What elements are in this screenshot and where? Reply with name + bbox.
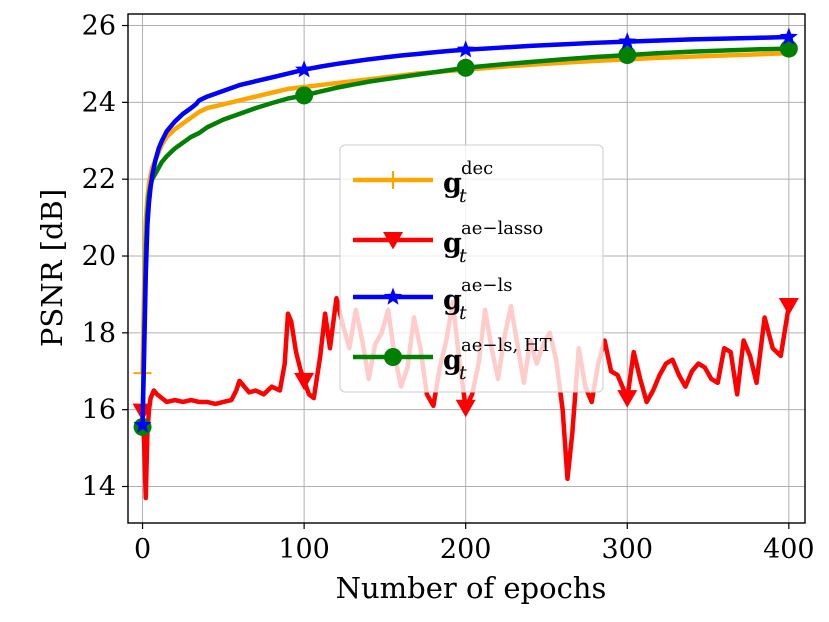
y-tick-label: 24 xyxy=(82,87,116,118)
x-axis-label: Number of epochs xyxy=(336,571,607,605)
series-marker xyxy=(455,399,476,418)
legend-marker xyxy=(383,232,403,250)
legend-box xyxy=(339,144,604,393)
legend-superscript: dec xyxy=(461,158,493,179)
legend-label: g xyxy=(443,168,462,199)
y-axis-label: PSNR [dB] xyxy=(35,189,69,347)
x-tick-label: 0 xyxy=(134,534,151,565)
legend-subscript: t xyxy=(459,362,467,384)
legend-subscript: t xyxy=(459,245,467,267)
series-marker xyxy=(778,297,799,316)
legend-superscript: ae−ls xyxy=(461,275,512,296)
series-marker xyxy=(618,46,637,65)
series-marker xyxy=(133,415,152,433)
legend-label: g xyxy=(443,285,462,316)
series-marker xyxy=(779,27,798,45)
legend-marker xyxy=(384,348,402,366)
series-marker xyxy=(295,60,314,78)
legend-marker xyxy=(384,171,402,189)
y-tick-label: 20 xyxy=(82,241,116,272)
legend-superscript: ae−ls, HT xyxy=(461,335,552,356)
y-tick-label: 26 xyxy=(82,11,116,42)
series-marker xyxy=(295,86,314,105)
legend-label: g xyxy=(443,345,462,376)
legend-marker xyxy=(383,287,403,305)
series-line-ae-ls xyxy=(140,34,792,428)
x-tick-label: 200 xyxy=(440,534,492,565)
y-tick-label: 16 xyxy=(82,395,116,426)
x-tick-label: 400 xyxy=(763,534,815,565)
legend-subscript: t xyxy=(459,185,467,207)
series-marker xyxy=(779,39,798,58)
y-tick-label: 22 xyxy=(82,164,116,195)
series-marker xyxy=(618,32,637,50)
ticks: 0 100 200 300 400 14 16 18 20 22 24 26 xyxy=(82,11,815,565)
y-tick-label: 14 xyxy=(82,472,116,503)
x-tick-label: 300 xyxy=(601,534,653,565)
x-tick-label: 100 xyxy=(278,534,330,565)
legend-superscript: ae−lasso xyxy=(461,218,543,239)
series-marker xyxy=(456,40,475,58)
series-marker xyxy=(294,372,315,391)
plot-frame xyxy=(127,13,806,524)
legend-label: g xyxy=(443,228,462,259)
series-marker xyxy=(456,58,475,77)
series-marker xyxy=(617,390,638,408)
y-tick-label: 18 xyxy=(82,318,116,349)
legend-subscript: t xyxy=(459,302,467,324)
series-layer xyxy=(132,27,799,501)
